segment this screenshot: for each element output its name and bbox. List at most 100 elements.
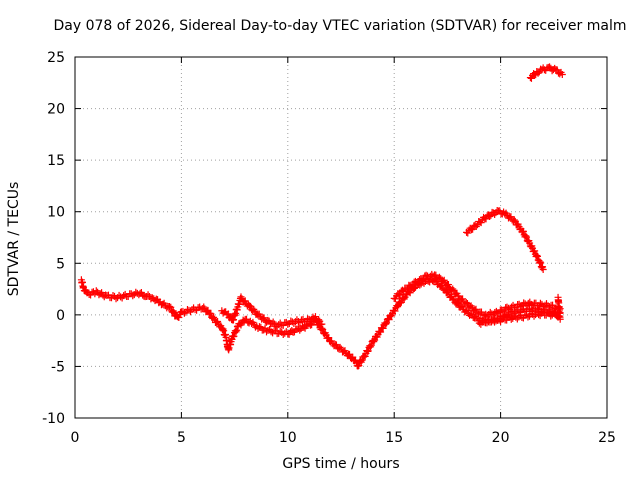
data-point: [129, 292, 137, 300]
data-point: [243, 315, 251, 323]
data-point: [267, 328, 275, 336]
data-point: [318, 320, 326, 328]
data-point: [534, 69, 542, 77]
data-point: [264, 316, 272, 324]
data-point: [367, 343, 375, 351]
data-point: [478, 318, 486, 326]
chart-title: Day 078 of 2026, Sidereal Day-to-day VTE…: [53, 18, 627, 34]
data-point: [167, 303, 175, 311]
data-point: [396, 299, 404, 307]
data-point: [393, 302, 401, 310]
data-point: [169, 307, 177, 315]
plot-frame: [74, 56, 608, 419]
data-point: [109, 292, 117, 300]
data-point: [382, 320, 390, 328]
data-point: [515, 308, 523, 316]
data-point: [232, 328, 240, 336]
data-point: [296, 326, 304, 334]
x-tick-label: 15: [385, 430, 403, 446]
data-point: [523, 233, 531, 241]
data-point: [332, 341, 340, 349]
data-point: [507, 213, 515, 221]
data-point: [175, 313, 183, 321]
data-point: [414, 279, 422, 287]
data-point: [536, 258, 544, 266]
data-point: [537, 259, 545, 267]
data-point: [391, 295, 399, 303]
data-point: [469, 225, 477, 233]
data-point: [505, 311, 513, 319]
data-point: [112, 295, 120, 303]
data-point: [396, 290, 404, 298]
series-upper-branch-b: [390, 270, 564, 320]
data-point: [220, 327, 228, 335]
data-point: [92, 287, 100, 295]
data-point: [180, 309, 188, 317]
data-point: [294, 317, 302, 325]
data-point: [533, 251, 541, 259]
data-point: [284, 320, 292, 328]
data-point: [527, 300, 535, 308]
data-point: [539, 265, 547, 273]
data-point: [375, 327, 383, 335]
data-point: [311, 313, 319, 321]
data-point: [518, 306, 526, 314]
data-point: [425, 274, 433, 282]
data-point: [165, 303, 173, 311]
x-tick-label: 5: [177, 430, 186, 446]
data-point: [522, 232, 530, 240]
data-point: [247, 302, 255, 310]
data-point: [276, 327, 284, 335]
data-point: [377, 328, 385, 336]
data-point: [370, 338, 378, 346]
data-point: [385, 316, 393, 324]
data-point: [530, 312, 538, 320]
y-tick-label: 5: [56, 256, 65, 272]
y-tick-label: 0: [56, 308, 65, 324]
data-point: [558, 71, 566, 79]
y-tick-label: 20: [47, 102, 65, 118]
data-point: [507, 315, 515, 323]
data-point: [444, 281, 452, 289]
data-point: [241, 297, 249, 305]
data-point: [185, 306, 193, 314]
data-point: [554, 293, 562, 301]
data-point: [486, 212, 494, 220]
data-point: [117, 293, 125, 301]
y-tick-label: -10: [42, 411, 65, 427]
data-point: [531, 247, 539, 255]
data-point: [499, 314, 507, 322]
data-point: [487, 318, 495, 326]
data-point: [435, 273, 443, 281]
y-axis-label: SDTVAR / TECUs: [6, 181, 22, 297]
data-point: [482, 215, 490, 223]
data-point: [367, 341, 375, 349]
data-point: [230, 332, 238, 340]
data-point: [463, 299, 471, 307]
data-points: [77, 63, 566, 370]
data-point: [361, 352, 369, 360]
data-point: [379, 324, 387, 332]
data-point: [510, 216, 518, 224]
data-point: [418, 276, 426, 284]
data-point: [402, 286, 410, 294]
data-point: [358, 356, 366, 364]
y-tick-label: -5: [51, 359, 65, 375]
data-point: [527, 243, 535, 251]
data-point: [546, 63, 554, 71]
data-point: [468, 310, 476, 318]
data-point: [336, 343, 344, 351]
data-point: [483, 312, 491, 320]
data-point: [538, 264, 546, 272]
data-point: [315, 316, 323, 324]
data-point: [524, 313, 532, 321]
data-point: [250, 305, 258, 313]
data-point: [387, 311, 395, 319]
data-point: [533, 252, 541, 260]
data-point: [449, 285, 457, 293]
ticks: 0 5 10 15 20 25 -10 -5 0 5 10 15 20 25: [42, 50, 616, 446]
series-upper-branch-a: [218, 293, 326, 331]
data-point: [120, 292, 128, 300]
series-arc-2: [526, 63, 566, 82]
